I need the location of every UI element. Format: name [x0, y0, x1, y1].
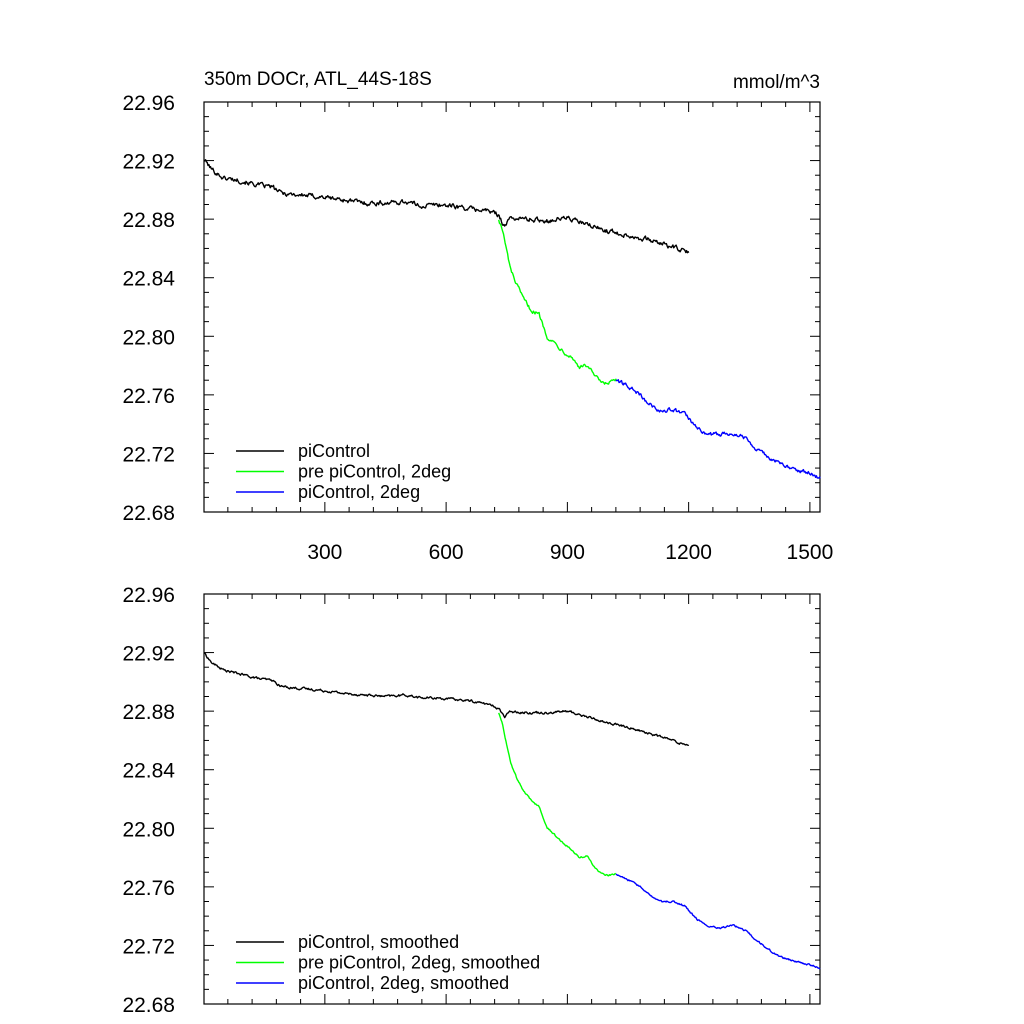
- y-tick-label: 22.72: [122, 443, 175, 466]
- x-tick-label: 300: [307, 541, 342, 564]
- legend-label: piControl, 2deg, smoothed: [298, 973, 509, 993]
- legend-label: piControl, smoothed: [298, 932, 459, 952]
- y-tick-label: 22.84: [122, 268, 175, 291]
- y-tick-label: 22.72: [122, 935, 175, 958]
- y-tick-label: 22.68: [122, 994, 175, 1017]
- plot-frame: [203, 101, 821, 513]
- y-tick-label: 22.68: [122, 502, 175, 525]
- y-tick-label: 22.76: [122, 385, 175, 408]
- series-line-pre-picontrol-2deg-smoothed: [498, 712, 616, 877]
- series-line-picontrol-2deg-smoothed: [615, 873, 821, 970]
- x-tick-label: 1500: [787, 541, 834, 564]
- y-tick-label: 22.84: [122, 760, 175, 783]
- chart-title: 350m DOCr, ATL_44S-18S: [204, 69, 432, 90]
- legend-label: piControl: [298, 441, 370, 461]
- y-tick-label: 22.76: [122, 877, 175, 900]
- series-line-picontrol: [203, 159, 690, 254]
- legend-label: piControl, 2deg: [298, 482, 420, 502]
- series-line-picontrol-smoothed: [203, 652, 690, 746]
- plot-frame: [203, 593, 821, 1005]
- x-tick-label: 600: [429, 541, 464, 564]
- units-label: mmol/m^3: [733, 72, 820, 93]
- x-tick-label: 900: [550, 541, 585, 564]
- legend-label: pre piControl, 2deg: [298, 462, 451, 482]
- y-tick-label: 22.96: [122, 92, 175, 115]
- y-tick-label: 22.92: [122, 643, 175, 666]
- legend-label: pre piControl, 2deg, smoothed: [298, 953, 540, 973]
- series-line-pre-picontrol-2deg: [498, 219, 617, 385]
- series-line-picontrol-2deg: [615, 379, 821, 479]
- bottom-panel: 22.68 22.72 22.76 22.80 22.84 22.88 22.92 22.96…: [122, 584, 821, 1017]
- y-tick-label: 22.96: [122, 584, 175, 607]
- x-tick-label: 1200: [665, 541, 712, 564]
- y-tick-label: 22.92: [122, 151, 175, 174]
- y-tick-label: 22.80: [122, 818, 175, 841]
- y-tick-label: 22.88: [122, 701, 175, 724]
- y-tick-label: 22.80: [122, 326, 175, 349]
- y-tick-label: 22.88: [122, 209, 175, 232]
- top-panel: 300 600 900 1200 1500 22.68 22.72 22.76 22.80 22.…: [122, 92, 833, 564]
